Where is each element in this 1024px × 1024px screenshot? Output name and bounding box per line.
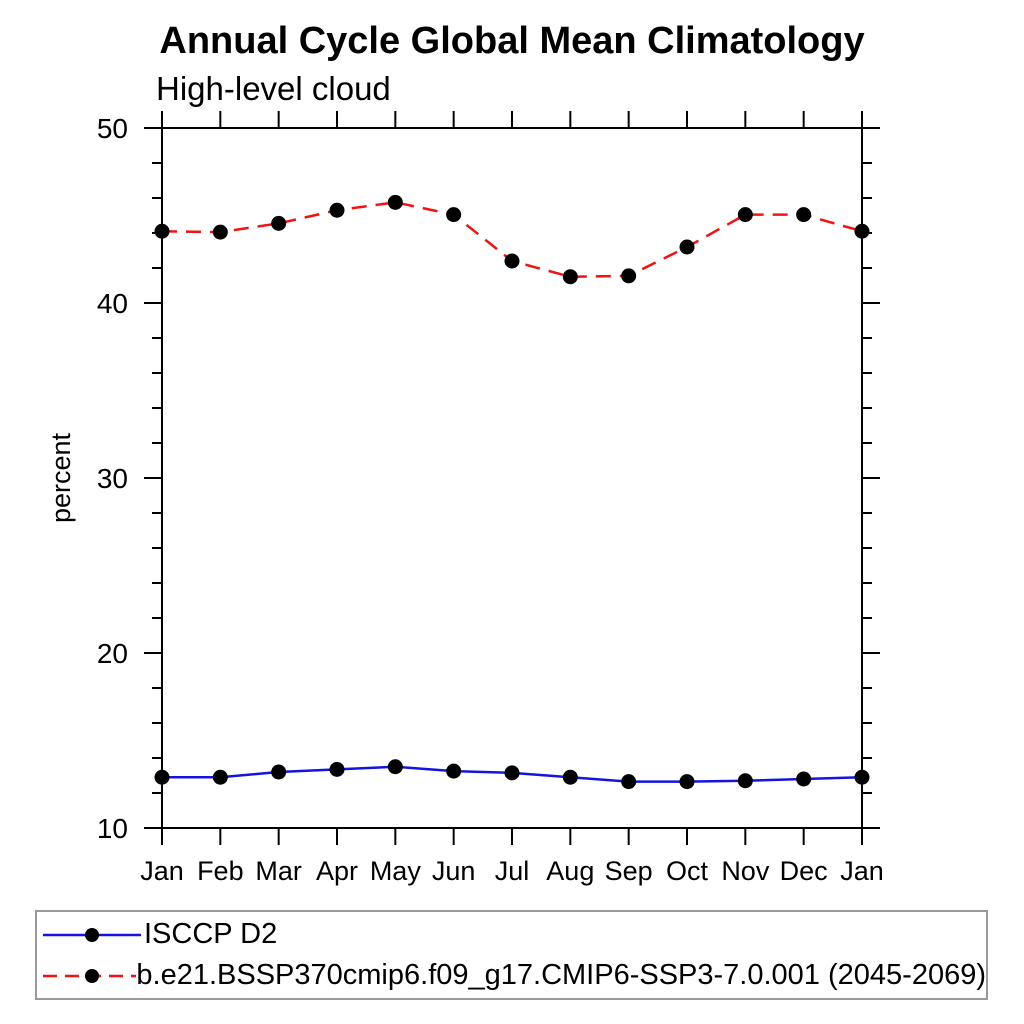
data-point bbox=[562, 269, 578, 285]
y-tick-label: 20 bbox=[97, 638, 128, 669]
data-point bbox=[329, 202, 345, 218]
data-point bbox=[854, 223, 870, 239]
legend-line-sample bbox=[43, 927, 141, 942]
x-tick-label: May bbox=[370, 856, 422, 886]
data-point bbox=[796, 771, 812, 787]
data-point bbox=[271, 215, 287, 231]
x-tick-label: Jul bbox=[495, 856, 530, 886]
data-point bbox=[387, 194, 403, 210]
data-point bbox=[737, 773, 753, 789]
legend-label: ISCCP D2 bbox=[144, 918, 278, 950]
legend-box: ISCCP D2 b.e21.BSSP370cmip6.f09_g17.CMIP… bbox=[35, 910, 988, 1000]
data-point bbox=[737, 207, 753, 223]
x-tick-label: Nov bbox=[721, 856, 770, 886]
data-point bbox=[679, 774, 695, 790]
data-point bbox=[504, 253, 520, 269]
data-point bbox=[446, 207, 462, 223]
legend-item-isccp: ISCCP D2 bbox=[40, 915, 986, 955]
y-tick-label: 50 bbox=[97, 113, 128, 144]
axes: Jan Feb Mar Apr May Jun Jul Aug Sep Oct Nov Dec Jan 1… bbox=[97, 111, 884, 886]
data-point bbox=[212, 769, 228, 785]
data-point bbox=[679, 239, 695, 255]
x-tick-label: Dec bbox=[780, 856, 828, 886]
chart-subtitle: High-level cloud bbox=[156, 70, 391, 107]
data-point bbox=[329, 761, 345, 777]
data-point bbox=[796, 207, 812, 223]
x-tick-label: Sep bbox=[605, 856, 653, 886]
data-point bbox=[854, 769, 870, 785]
data-point bbox=[562, 769, 578, 785]
x-tick-label: Jun bbox=[432, 856, 476, 886]
y-tick-label: 10 bbox=[97, 813, 128, 844]
x-tick-label: Aug bbox=[546, 856, 594, 886]
x-tick-label: Jan bbox=[840, 856, 884, 886]
y-tick-label: 40 bbox=[97, 288, 128, 319]
data-point bbox=[387, 759, 403, 775]
series-lines bbox=[154, 194, 870, 790]
legend-item-model: b.e21.BSSP370cmip6.f09_g17.CMIP6-SSP3-7.… bbox=[40, 956, 986, 996]
chart-title: Annual Cycle Global Mean Climatology bbox=[159, 20, 865, 62]
data-point bbox=[212, 224, 228, 240]
data-point bbox=[621, 774, 637, 790]
legend-label: b.e21.BSSP370cmip6.f09_g17.CMIP6-SSP3-7.… bbox=[136, 959, 986, 991]
data-point bbox=[154, 769, 170, 785]
data-point bbox=[271, 764, 287, 780]
x-tick-label: Jan bbox=[140, 856, 184, 886]
data-point bbox=[446, 763, 462, 779]
legend-line-sample bbox=[43, 968, 137, 983]
x-tick-label: Mar bbox=[255, 856, 302, 886]
y-axis-title: percent bbox=[46, 432, 76, 523]
x-tick-label: Apr bbox=[316, 856, 358, 886]
y-tick-label: 30 bbox=[97, 463, 128, 494]
data-point bbox=[621, 268, 637, 284]
x-tick-label: Feb bbox=[197, 856, 244, 886]
x-tick-label: Oct bbox=[666, 856, 709, 886]
data-point bbox=[504, 765, 520, 781]
data-point bbox=[154, 223, 170, 239]
